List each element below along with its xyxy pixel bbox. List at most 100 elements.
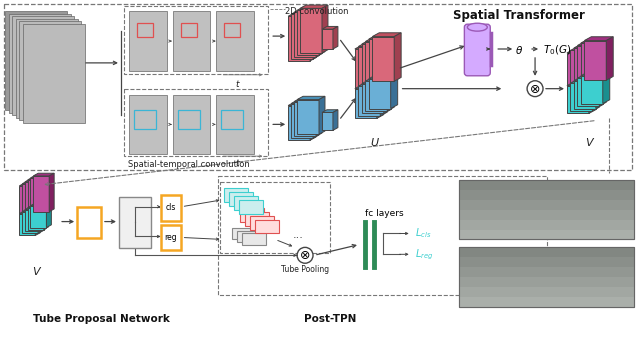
Polygon shape [581, 43, 603, 83]
Text: $t$: $t$ [236, 157, 241, 168]
Text: V: V [585, 138, 593, 148]
Bar [234, 196, 259, 210]
Polygon shape [291, 100, 319, 104]
Polygon shape [31, 203, 51, 206]
Polygon shape [49, 173, 54, 212]
Polygon shape [387, 77, 394, 111]
Polygon shape [129, 11, 166, 71]
Polygon shape [19, 211, 40, 214]
Text: reg: reg [164, 233, 177, 242]
Polygon shape [333, 27, 338, 49]
Polygon shape [313, 100, 319, 138]
FancyBboxPatch shape [161, 195, 180, 221]
Text: ⊗: ⊗ [300, 249, 310, 262]
Polygon shape [362, 84, 384, 114]
Polygon shape [589, 49, 596, 93]
Polygon shape [294, 102, 316, 136]
Polygon shape [297, 10, 319, 55]
FancyBboxPatch shape [465, 24, 490, 76]
Polygon shape [310, 102, 316, 140]
Polygon shape [294, 12, 316, 57]
Polygon shape [584, 41, 606, 80]
Polygon shape [369, 35, 397, 39]
Polygon shape [319, 7, 325, 55]
Bar [255, 220, 279, 234]
Polygon shape [322, 5, 328, 53]
Polygon shape [358, 46, 380, 91]
Polygon shape [577, 74, 606, 78]
Text: Spatial Transformer: Spatial Transformer [453, 9, 585, 22]
Text: $L_{cls}$: $L_{cls}$ [415, 226, 431, 240]
Polygon shape [33, 176, 49, 212]
Polygon shape [596, 77, 603, 108]
Polygon shape [358, 43, 387, 46]
Polygon shape [173, 94, 211, 154]
Polygon shape [372, 36, 394, 81]
Polygon shape [19, 21, 81, 120]
Polygon shape [297, 7, 325, 10]
Polygon shape [300, 5, 328, 8]
Polygon shape [372, 33, 401, 36]
Bar [460, 180, 634, 239]
Polygon shape [38, 209, 43, 234]
Text: $L_{reg}$: $L_{reg}$ [415, 247, 433, 262]
Polygon shape [294, 98, 322, 102]
Polygon shape [362, 80, 390, 84]
Polygon shape [390, 35, 397, 84]
Text: ...: ... [292, 231, 303, 240]
Polygon shape [355, 89, 377, 118]
Bar [225, 188, 248, 202]
Text: ⊗: ⊗ [530, 83, 540, 96]
Polygon shape [291, 104, 313, 138]
Text: Spatial-temporal convolution: Spatial-temporal convolution [128, 160, 250, 169]
Polygon shape [577, 78, 599, 106]
Polygon shape [333, 110, 338, 130]
Bar [460, 200, 634, 210]
Bar [460, 287, 634, 297]
Polygon shape [297, 100, 319, 134]
Text: 2D convolution: 2D convolution [285, 8, 349, 16]
Polygon shape [31, 206, 46, 227]
Polygon shape [31, 175, 51, 178]
Polygon shape [22, 212, 38, 234]
Polygon shape [369, 75, 397, 79]
Polygon shape [384, 40, 390, 89]
Polygon shape [28, 180, 44, 216]
Polygon shape [355, 49, 377, 94]
Polygon shape [377, 45, 384, 94]
Polygon shape [25, 182, 41, 218]
Bar [221, 109, 243, 129]
Bar [232, 227, 256, 239]
Polygon shape [297, 96, 325, 100]
Polygon shape [288, 16, 310, 61]
FancyBboxPatch shape [119, 197, 151, 248]
Polygon shape [589, 82, 596, 114]
Polygon shape [599, 74, 606, 106]
Bar [460, 247, 634, 307]
Polygon shape [12, 16, 74, 116]
Ellipse shape [467, 23, 487, 31]
Polygon shape [567, 82, 596, 86]
Polygon shape [384, 80, 390, 114]
Polygon shape [319, 96, 325, 134]
Polygon shape [581, 72, 610, 76]
Polygon shape [35, 211, 40, 236]
Bar [460, 210, 634, 220]
Polygon shape [28, 208, 44, 229]
Polygon shape [19, 183, 40, 186]
Polygon shape [567, 53, 589, 93]
Polygon shape [606, 37, 613, 80]
Polygon shape [603, 39, 610, 83]
Polygon shape [316, 98, 322, 136]
Polygon shape [369, 39, 390, 84]
Polygon shape [355, 45, 384, 49]
Polygon shape [294, 9, 322, 12]
Polygon shape [322, 27, 338, 29]
Polygon shape [567, 49, 596, 53]
Circle shape [297, 247, 313, 263]
Circle shape [527, 81, 543, 97]
Polygon shape [22, 181, 43, 184]
Polygon shape [129, 94, 166, 154]
Polygon shape [16, 19, 77, 118]
Bar [225, 23, 241, 37]
